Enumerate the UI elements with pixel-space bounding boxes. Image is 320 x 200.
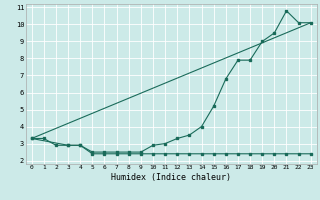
X-axis label: Humidex (Indice chaleur): Humidex (Indice chaleur) (111, 173, 231, 182)
